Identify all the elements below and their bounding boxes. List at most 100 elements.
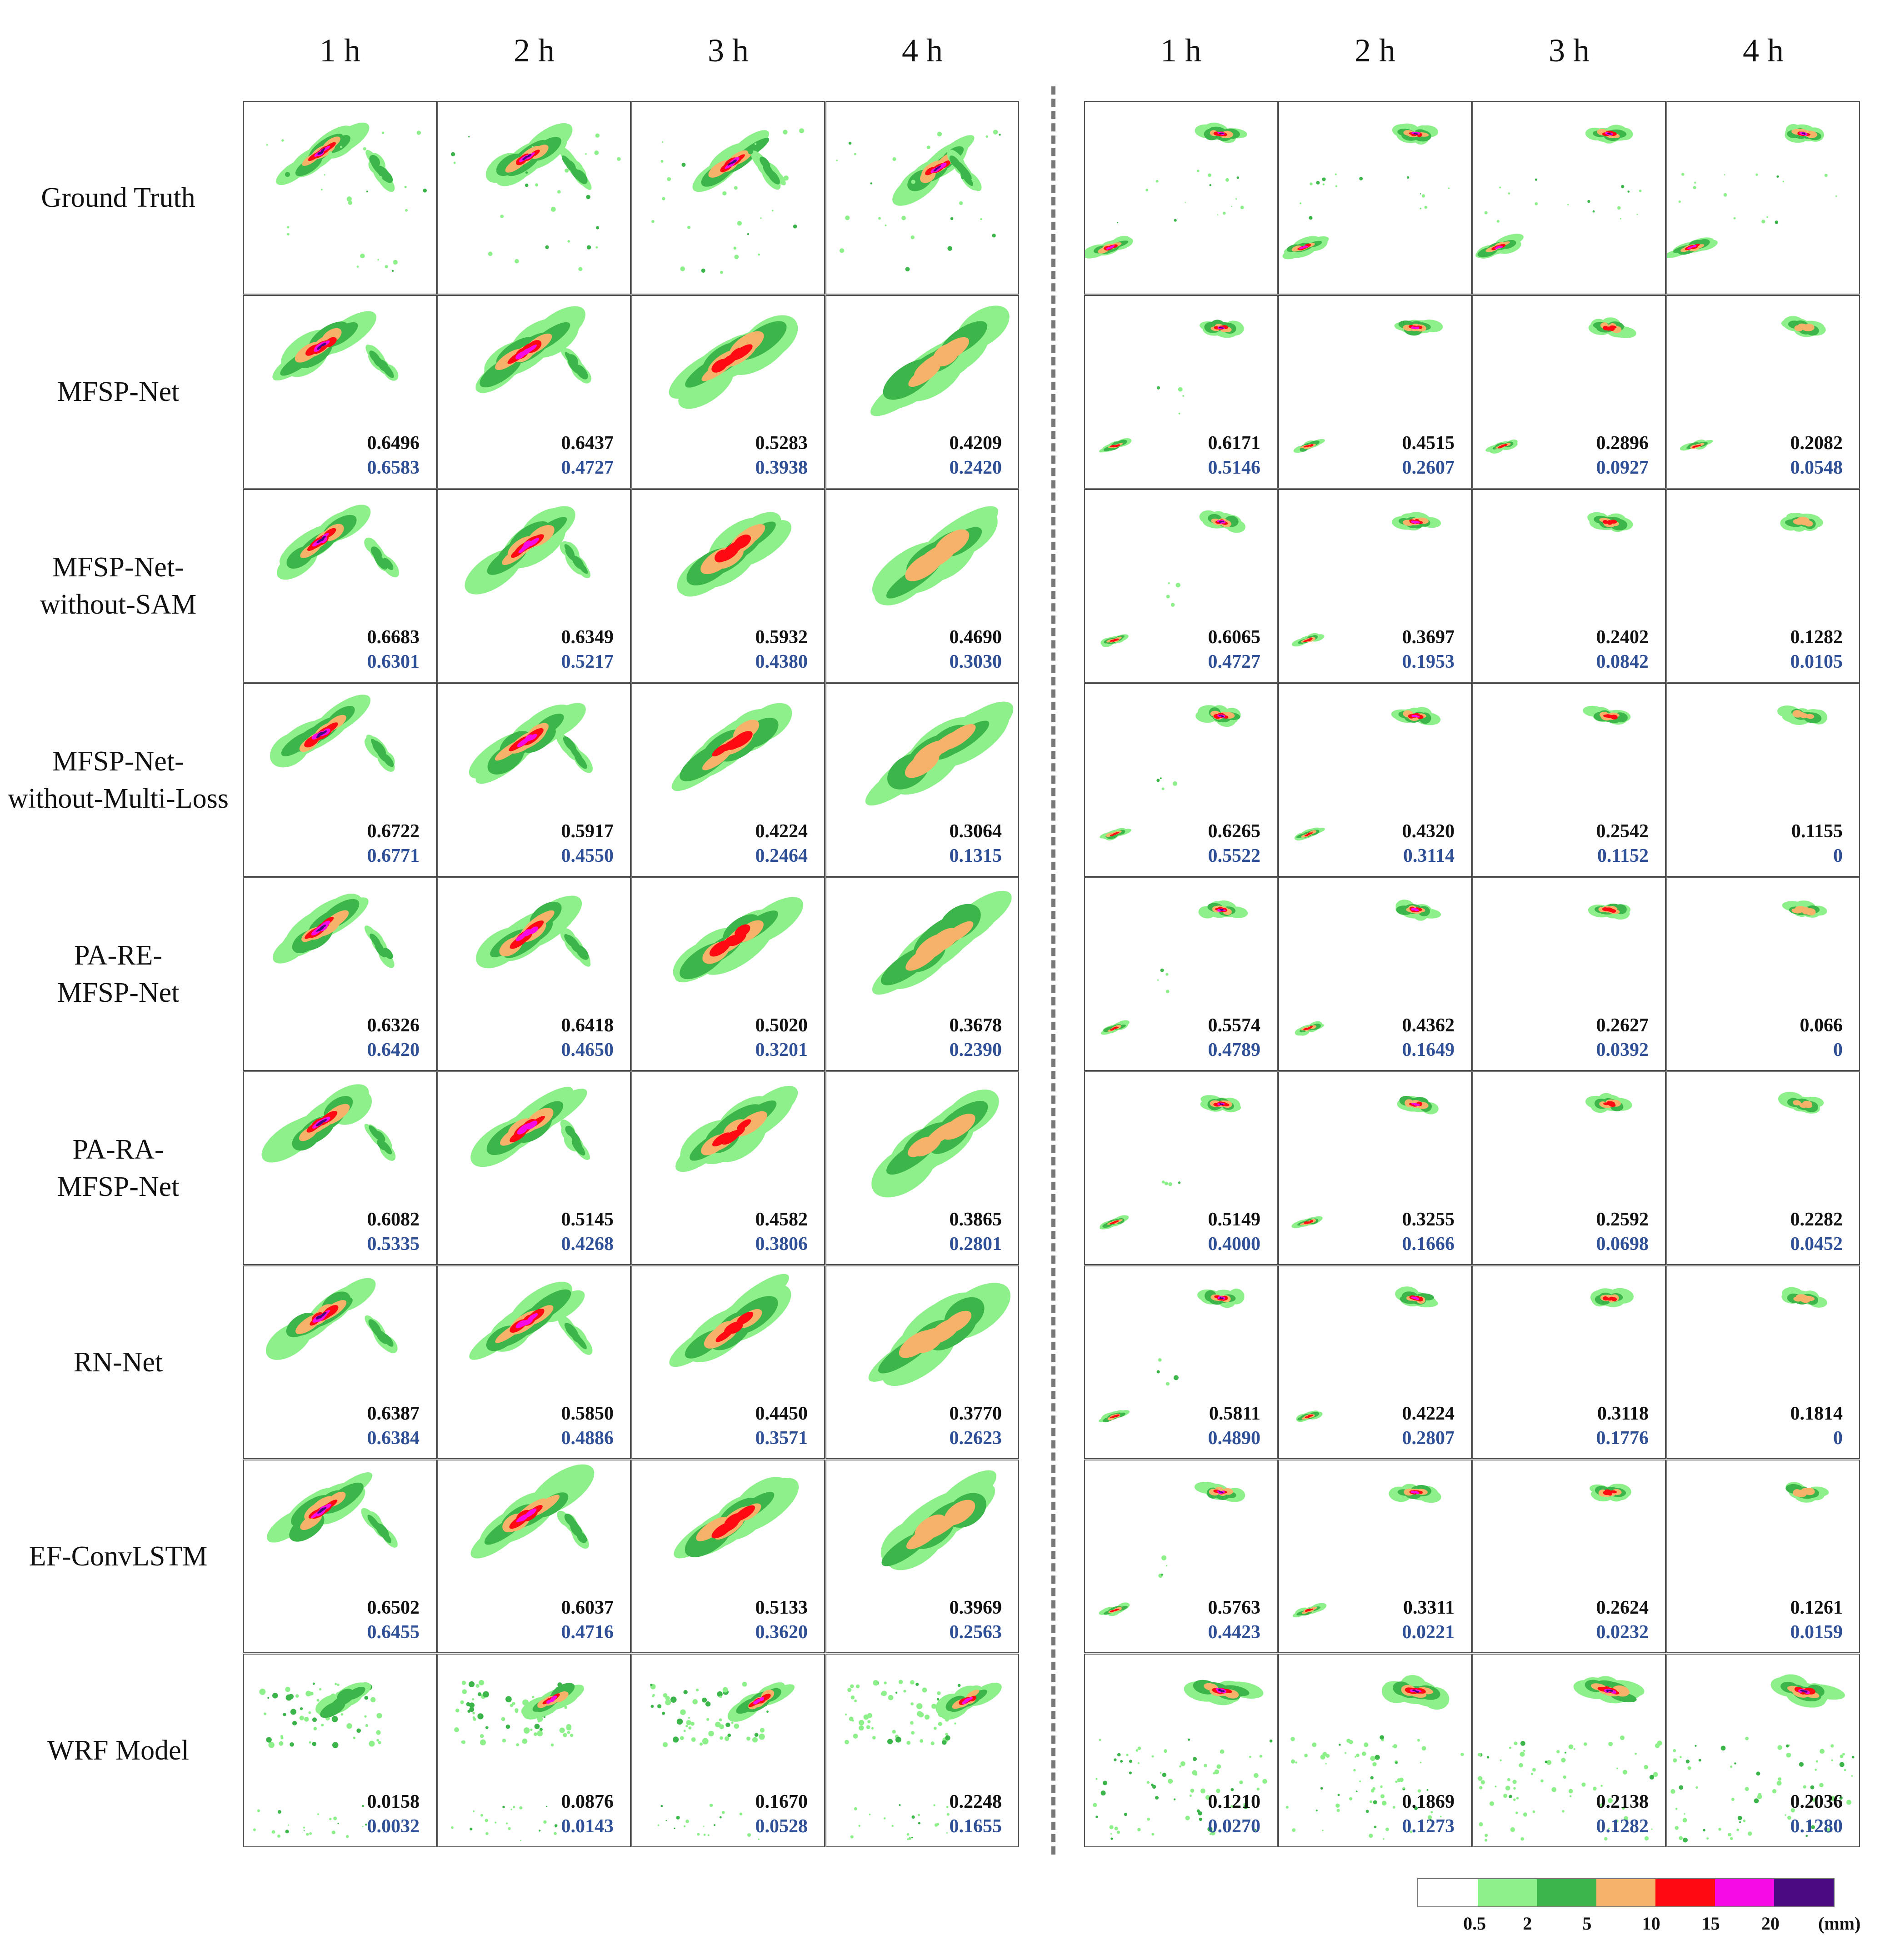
score-secondary: 0 bbox=[1833, 845, 1843, 866]
precip-speck bbox=[906, 1740, 911, 1745]
precip-speck bbox=[1124, 1812, 1128, 1816]
score-secondary: 0.3114 bbox=[1403, 845, 1455, 866]
precip-speck bbox=[836, 160, 838, 161]
score-secondary: 0.0143 bbox=[561, 1816, 614, 1837]
precip-map bbox=[1590, 1288, 1634, 1307]
precip-cell bbox=[938, 162, 947, 169]
precip-speck bbox=[1196, 1809, 1200, 1813]
precip-cell bbox=[1804, 1690, 1808, 1693]
score-secondary: 0.4650 bbox=[561, 1040, 614, 1060]
precip-cell bbox=[575, 945, 589, 960]
forecast-panel: 0.5145 0.4268 bbox=[437, 1071, 631, 1265]
precip-speck bbox=[366, 190, 368, 193]
precip-speck bbox=[1620, 1735, 1625, 1740]
precip-cell bbox=[1220, 1297, 1222, 1299]
score-secondary: 0.6420 bbox=[367, 1040, 420, 1060]
precip-speck bbox=[1255, 1829, 1257, 1831]
precip-speck bbox=[859, 1720, 865, 1725]
forecast-panel: 0.4224 0.2464 bbox=[631, 683, 825, 877]
precip-cell bbox=[733, 534, 751, 549]
precip-speck bbox=[1399, 1777, 1404, 1782]
precip-speck bbox=[1230, 1788, 1234, 1791]
precip-speck bbox=[772, 210, 774, 212]
precip-speck bbox=[361, 1805, 364, 1807]
precip-speck bbox=[1359, 177, 1363, 180]
precip-speck bbox=[650, 1705, 654, 1708]
precip-speck bbox=[567, 1731, 570, 1734]
precip-cell bbox=[1800, 713, 1809, 719]
score-primary: 0.2082 bbox=[1790, 433, 1843, 454]
precip-map bbox=[1667, 124, 1837, 259]
precip-speck bbox=[272, 1693, 278, 1699]
precip-map bbox=[1583, 705, 1631, 725]
precip-map bbox=[1293, 320, 1443, 453]
precip-speck bbox=[936, 1823, 940, 1826]
forecast-panel: 0.2542 0.1152 bbox=[1472, 683, 1666, 877]
precip-map bbox=[1294, 707, 1441, 841]
precip-speck bbox=[1627, 190, 1630, 193]
precip-speck bbox=[727, 1733, 731, 1737]
precip-speck bbox=[1168, 1182, 1172, 1186]
score-primary: 0.2282 bbox=[1790, 1209, 1843, 1230]
precip-speck bbox=[1842, 1753, 1845, 1756]
precip-speck bbox=[309, 1832, 312, 1835]
precip-cell bbox=[1305, 246, 1309, 248]
precip-speck bbox=[376, 1730, 381, 1735]
precip-speck bbox=[543, 1820, 547, 1824]
panel-divider bbox=[1051, 86, 1055, 1855]
score-secondary: 0.6771 bbox=[367, 845, 420, 866]
precip-speck bbox=[1477, 1753, 1482, 1757]
precip-speck bbox=[899, 1804, 901, 1806]
colorbar-swatch bbox=[1715, 1879, 1775, 1906]
precip-speck bbox=[869, 1814, 871, 1815]
precip-speck bbox=[1835, 195, 1837, 197]
precip-speck bbox=[1805, 1835, 1808, 1837]
precip-speck bbox=[1777, 1745, 1782, 1750]
score-secondary: 0.5217 bbox=[561, 651, 614, 672]
precip-speck bbox=[455, 1708, 460, 1713]
precip-speck bbox=[566, 1724, 571, 1730]
score-primary: 0.6349 bbox=[561, 627, 614, 648]
score-primary: 0.6171 bbox=[1208, 433, 1261, 454]
precip-map bbox=[270, 695, 395, 772]
precip-speck bbox=[1430, 1811, 1433, 1814]
precip-speck bbox=[1675, 1826, 1679, 1830]
precip-speck bbox=[1165, 1382, 1170, 1386]
score-secondary: 0.0548 bbox=[1790, 457, 1843, 478]
precip-cell bbox=[1309, 1414, 1313, 1417]
precip-speck bbox=[1766, 216, 1769, 218]
precip-cell bbox=[1309, 1608, 1314, 1610]
precip-speck bbox=[346, 1723, 352, 1729]
precip-speck bbox=[1636, 214, 1638, 215]
precip-cell bbox=[1804, 520, 1813, 527]
precip-speck bbox=[922, 1687, 927, 1693]
precip-speck bbox=[532, 146, 534, 148]
precip-speck bbox=[1225, 178, 1229, 182]
precip-speck bbox=[453, 161, 456, 164]
precip-map bbox=[1777, 705, 1827, 725]
precip-speck bbox=[473, 1717, 476, 1721]
precip-speck bbox=[1335, 173, 1337, 175]
precip-cell bbox=[1221, 1297, 1224, 1299]
precip-speck bbox=[1178, 1181, 1181, 1184]
precip-speck bbox=[686, 1720, 691, 1725]
score-primary: 0.0876 bbox=[561, 1791, 614, 1812]
precip-speck bbox=[1824, 174, 1828, 177]
precip-speck bbox=[295, 1694, 299, 1698]
precip-speck bbox=[370, 1697, 376, 1703]
precip-map bbox=[272, 311, 399, 381]
precip-cell bbox=[375, 944, 387, 958]
precip-speck bbox=[985, 135, 988, 138]
precip-speck bbox=[1563, 1775, 1566, 1779]
precip-speck bbox=[1304, 1754, 1308, 1758]
precip-cell bbox=[1611, 1297, 1617, 1301]
precip-speck bbox=[957, 1684, 961, 1687]
row-label-line: MFSP-Net- bbox=[52, 746, 184, 777]
score-primary: 0.1155 bbox=[1791, 821, 1843, 842]
precip-cell bbox=[1110, 445, 1115, 448]
precip-speck bbox=[1370, 1776, 1374, 1780]
precip-speck bbox=[393, 260, 398, 265]
precip-cell bbox=[1415, 909, 1419, 911]
precip-cell bbox=[575, 170, 588, 184]
precip-speck bbox=[1535, 178, 1537, 181]
